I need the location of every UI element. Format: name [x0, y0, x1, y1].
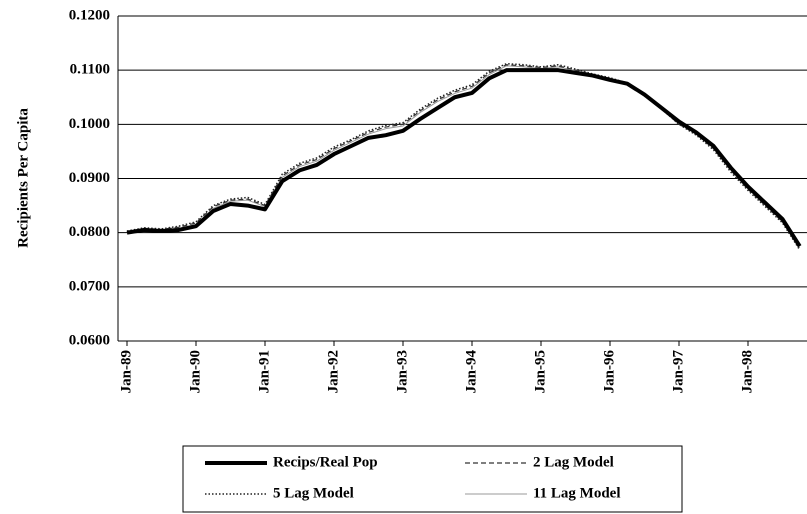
line-series: [126, 64, 801, 250]
y-tick-label: 0.1100: [70, 62, 110, 78]
y-tick-label: 0.0900: [69, 170, 110, 186]
x-tick-label: Jan-92: [325, 350, 341, 393]
y-tick-label: 0.1000: [69, 116, 110, 132]
line-series: [126, 62, 801, 251]
x-tick-label: Jan-97: [670, 350, 686, 394]
y-tick-label: 0.0700: [69, 278, 110, 294]
y-axis-label: Recipients Per Capita: [15, 108, 31, 248]
x-tick-label: Jan-95: [532, 350, 548, 393]
legend-label: 2 Lag Model: [533, 454, 614, 470]
y-tick-label: 0.0600: [69, 332, 110, 348]
legend-label: Recips/Real Pop: [273, 454, 378, 470]
x-tick-label: Jan-90: [187, 350, 203, 393]
line-series: [126, 68, 802, 248]
y-tick-label: 0.1200: [69, 7, 110, 23]
legend-label: 11 Lag Model: [533, 485, 621, 501]
y-tick-label: 0.0800: [69, 224, 110, 240]
legend-label: 5 Lag Model: [273, 485, 354, 501]
x-tick-label: Jan-98: [739, 350, 755, 393]
legend-box: [182, 445, 683, 513]
x-tick-label: Jan-96: [601, 350, 617, 394]
x-tick-label: Jan-93: [394, 350, 410, 393]
x-tick-label: Jan-94: [463, 350, 479, 394]
x-tick-label: Jan-89: [118, 350, 134, 393]
x-tick-label: Jan-91: [256, 350, 272, 393]
